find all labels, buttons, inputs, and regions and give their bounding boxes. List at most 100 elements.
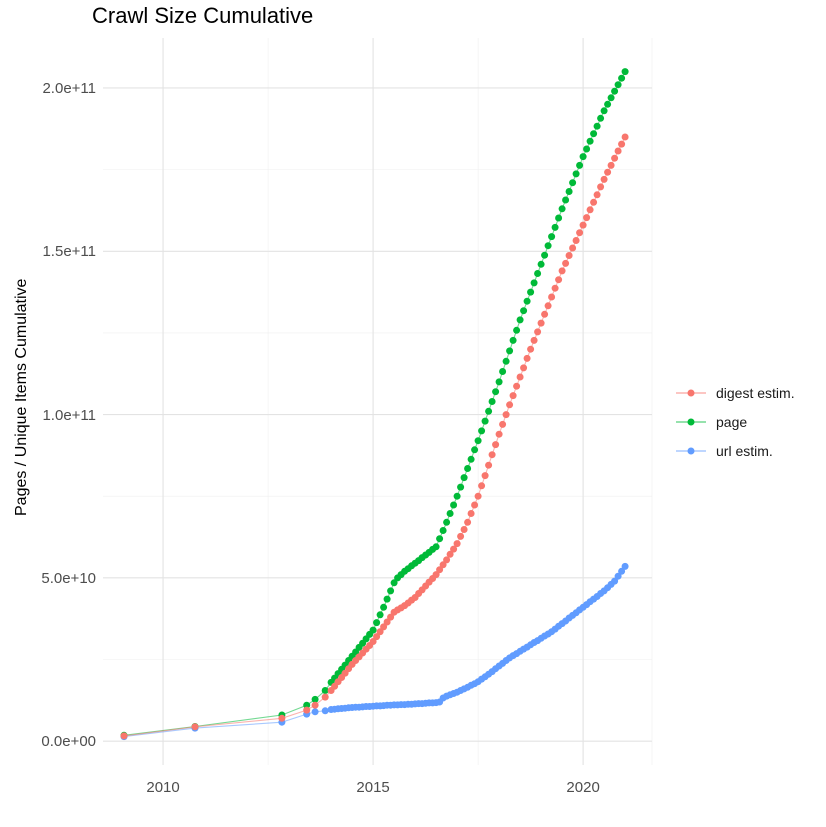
data-point [544,302,552,310]
data-point [621,562,629,570]
data-point [541,310,549,318]
data-point [520,364,528,372]
legend-label: digest estim. [716,384,795,401]
data-point [558,267,566,275]
data-point [369,638,377,645]
data-point [621,133,629,141]
data-point [579,153,587,161]
y-tick-label: 2.0e+11 [42,79,96,97]
data-point [380,623,388,631]
data-point [443,518,451,526]
data-point [499,368,507,375]
data-point [191,723,199,731]
series-digest-estim- [120,133,629,740]
data-point [611,577,619,585]
series-line [123,136,626,737]
legend-key-point [687,389,695,396]
chart-title: Crawl Size Cumulative [92,3,314,28]
data-point [534,328,542,336]
data-point [562,196,570,204]
data-point [120,732,128,740]
data-point [593,122,601,130]
data-point [579,221,587,229]
y-tick-label: 0.0e+00 [41,733,96,751]
data-point [474,437,482,445]
data-point [541,251,549,259]
data-point [373,633,381,641]
data-point [597,183,605,191]
data-point [516,373,524,381]
data-point [583,145,591,153]
data-point [576,229,584,237]
data-point [450,501,458,509]
data-point [485,407,493,415]
data-point [464,465,472,472]
data-point [520,307,528,315]
data-point [321,707,329,715]
data-point [446,510,454,517]
data-point [432,571,440,579]
data-point [467,510,475,517]
data-point [607,161,615,169]
data-point [604,100,612,108]
y-tick-label: 1.0e+11 [42,406,96,424]
data-point [502,411,510,419]
legend-key-point [687,418,695,425]
legend: digest estim. page url estim. [674,378,795,465]
data-point [565,252,573,259]
data-point [383,618,391,626]
data-point [390,579,398,587]
data-point [572,237,580,244]
data-point [474,492,482,500]
data-point [443,556,451,564]
data-point [439,527,447,534]
data-point [464,518,472,526]
data-point [614,81,622,89]
data-point [590,130,598,138]
data-point [495,378,503,386]
data-point [544,242,552,250]
data-point [376,611,384,619]
data-point [614,572,622,580]
data-point [376,628,384,636]
data-point [523,354,531,362]
data-point [551,284,559,292]
data-point [321,693,329,701]
panel-gridlines [103,38,653,765]
data-point [436,535,444,543]
data-point [555,214,563,222]
data-point [569,179,577,187]
data-point [530,336,538,344]
data-point [460,526,468,533]
data-point [492,441,500,449]
data-point [450,545,458,553]
data-point [478,427,486,435]
data-point [311,695,319,703]
data-point [509,392,517,400]
data-point [558,205,566,213]
x-tick-label: 2015 [356,779,390,796]
data-point [618,140,626,148]
data-point [278,714,286,722]
data-point [373,619,381,627]
data-point [548,293,556,301]
data-point [387,587,395,595]
series-url-estim- [120,562,629,741]
data-point [499,420,507,428]
data-point [611,154,619,162]
data-point [321,687,329,694]
y-tick-label: 5.0e+10 [41,569,96,587]
data-point [453,540,461,548]
data-point [380,603,388,611]
data-point [607,94,615,102]
data-point [488,398,496,405]
data-point [457,483,465,491]
data-point [492,388,500,396]
data-point [506,401,514,409]
data-point [593,191,601,199]
legend-key-swatch [676,418,706,425]
x-tick-label: 2010 [146,779,180,796]
legend-item: page [674,407,795,436]
legend-item: url estim. [674,436,795,465]
